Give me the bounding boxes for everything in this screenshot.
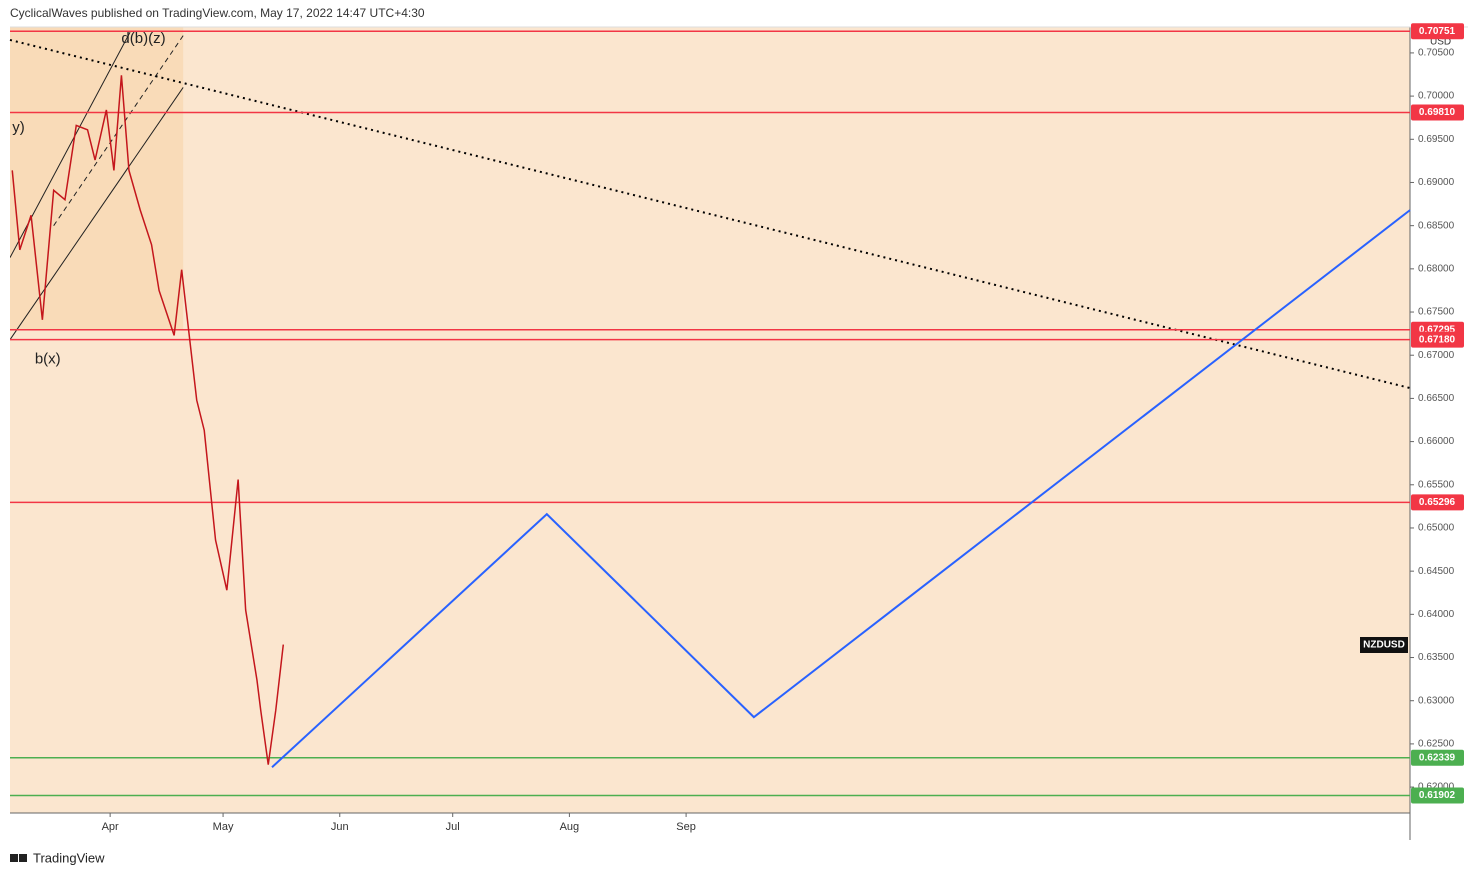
y-tick-label: 0.66500 — [1418, 393, 1455, 404]
level-label: 0.65296 — [1419, 497, 1456, 508]
y-tick-label: 0.67000 — [1418, 350, 1455, 361]
x-tick-label: Aug — [560, 821, 580, 833]
level-label: 0.62339 — [1419, 752, 1456, 763]
channel-zone — [10, 27, 184, 331]
y-tick-label: 0.65500 — [1418, 479, 1455, 490]
y-tick-label: 0.69500 — [1418, 134, 1455, 145]
header: CyclicalWaves published on TradingView.c… — [10, 6, 425, 20]
symbol-label: NZDUSD — [1363, 640, 1405, 651]
currency-label: USD — [1430, 37, 1451, 48]
level-label: 0.67180 — [1419, 334, 1456, 345]
level-tag — [1411, 494, 1464, 511]
level-label: 0.70751 — [1419, 26, 1456, 37]
x-tick-label: Jun — [331, 821, 349, 833]
y-tick-label: 0.65000 — [1418, 523, 1455, 534]
y-tick-label: 0.69000 — [1418, 177, 1455, 188]
symbol-tag — [1360, 637, 1408, 653]
x-tick-label: Apr — [102, 821, 119, 833]
y-tick-label: 0.64000 — [1418, 609, 1455, 620]
y-tick-label: 0.63500 — [1418, 652, 1455, 663]
x-tick-label: May — [213, 821, 234, 833]
trendline — [9, 38, 1411, 390]
level-tag — [1411, 331, 1464, 348]
level-label: 0.61902 — [1419, 790, 1456, 801]
x-tick-label: Sep — [676, 821, 696, 833]
price-line — [11, 75, 285, 765]
level-label: 0.67295 — [1419, 324, 1456, 335]
y-tick-label: 0.70000 — [1418, 91, 1455, 102]
y-tick-label: 0.68000 — [1418, 263, 1455, 274]
wave-label: y) — [12, 119, 24, 136]
projection-line — [271, 209, 1411, 768]
y-tick-label: 0.66000 — [1418, 436, 1455, 447]
logo — [10, 854, 27, 862]
y-tick-label: 0.64500 — [1418, 566, 1455, 577]
channel-line — [10, 87, 184, 340]
y-tick-label: 0.62000 — [1418, 782, 1455, 793]
plot-area — [10, 27, 1410, 813]
channel-line — [53, 35, 184, 226]
y-tick-label: 0.67500 — [1418, 307, 1455, 318]
level-label: 0.69810 — [1419, 107, 1456, 118]
y-tick-label: 0.68500 — [1418, 220, 1455, 231]
y-tick-label: 0.63000 — [1418, 695, 1455, 706]
level-tag — [1411, 787, 1464, 804]
y-tick-label: 0.62500 — [1418, 739, 1455, 750]
level-tag — [1411, 104, 1464, 121]
y-tick-label: 0.70500 — [1418, 48, 1455, 59]
footer-brand: TradingView — [33, 850, 105, 865]
wave-label: b(x) — [35, 351, 61, 368]
level-tag — [1411, 23, 1464, 40]
x-tick-label: Jul — [446, 821, 460, 833]
level-tag — [1411, 749, 1464, 766]
wave-label: d(b)(z) — [121, 30, 165, 47]
